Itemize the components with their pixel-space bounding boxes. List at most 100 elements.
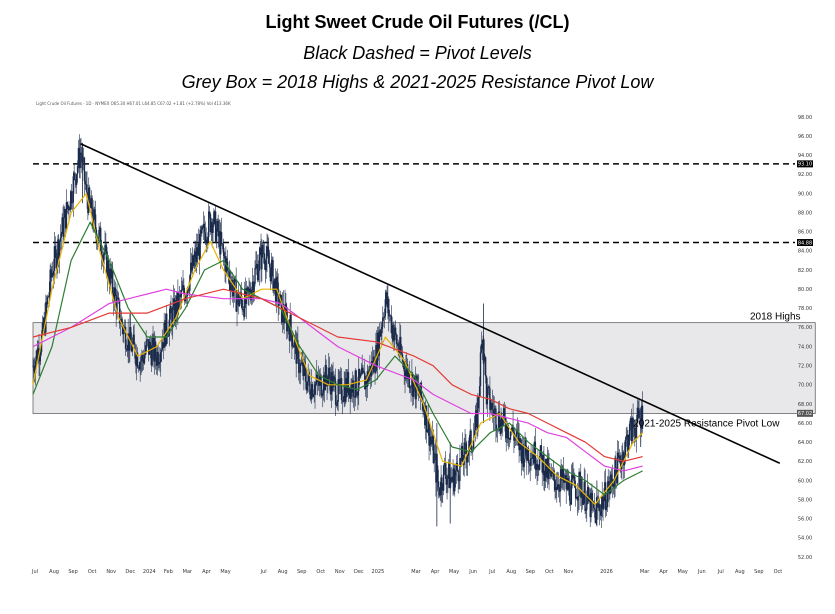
candle-body-584	[532, 454, 535, 464]
candle-body-459	[425, 405, 428, 433]
candle-body-675	[610, 474, 613, 480]
candle-body-50	[75, 180, 77, 185]
candle-body-490	[452, 468, 454, 482]
candle-body-30	[58, 239, 60, 259]
candle-body-605	[550, 471, 553, 477]
candle-body-600	[546, 457, 549, 478]
candle-body-446	[414, 376, 417, 400]
candle-body-644	[584, 481, 586, 511]
candle-body-667	[604, 482, 606, 499]
candle-body-269	[262, 253, 265, 255]
candle-body-136	[148, 341, 151, 355]
candle-body-663	[600, 504, 603, 516]
candle-body-319	[305, 381, 308, 391]
x-tick-24: Sep	[526, 569, 535, 575]
candle-body-181	[187, 288, 189, 291]
candle-body-215	[216, 220, 219, 229]
candle-body-701	[633, 427, 635, 429]
candle-body-38	[64, 209, 67, 229]
candle-body-134	[147, 339, 149, 341]
candle-body-185	[190, 262, 193, 271]
candle-body-4	[35, 350, 38, 361]
candle-body-155	[165, 313, 167, 347]
candle-body-610	[555, 487, 557, 491]
candle-body-31	[58, 241, 61, 259]
candle-body-305	[293, 339, 296, 348]
candle-body-274	[267, 246, 269, 253]
candle-body-620	[563, 478, 566, 483]
candle-body-472	[436, 465, 439, 482]
candle-body-633	[574, 487, 577, 499]
candle-body-368	[347, 372, 350, 396]
candle-body-680	[615, 457, 617, 471]
candle-body-422	[394, 327, 396, 336]
candle-body-158	[167, 335, 170, 337]
candle-body-552	[505, 431, 507, 439]
candle-body-488	[450, 477, 453, 480]
chart-title: Light Sweet Crude Oil Futures (/CL)	[265, 12, 570, 32]
candle-body-100	[118, 297, 120, 301]
candle-body-684	[618, 455, 621, 458]
candle-body-679	[614, 457, 616, 489]
candle-body-668	[604, 482, 607, 510]
candle-body-467	[432, 435, 435, 464]
candle-body-225	[225, 258, 227, 273]
candle-body-25	[53, 246, 56, 271]
candle-body-2	[34, 370, 36, 374]
candle-body-630	[572, 475, 574, 479]
candle-body-574	[524, 438, 526, 459]
candle-body-699	[631, 417, 633, 442]
candle-body-111	[127, 333, 129, 350]
y-tick-1: 96.00	[798, 134, 812, 140]
chart-subtitle-box: Grey Box = 2018 Highs & 2021-2025 Resist…	[181, 72, 654, 92]
candle-body-519	[477, 397, 479, 432]
x-tick-12: Aug	[278, 569, 288, 575]
candle-body-229	[228, 271, 231, 283]
candle-body-224	[224, 256, 226, 273]
candle-body-45	[70, 191, 73, 204]
y-tick-10: 78.00	[798, 306, 812, 312]
candle-body-357	[338, 379, 340, 386]
candle-body-132	[145, 340, 147, 352]
candle-body-22	[51, 272, 53, 278]
candle-body-318	[304, 367, 307, 382]
candle-body-439	[408, 370, 411, 389]
candle-body-362	[342, 400, 345, 402]
candle-body-28	[56, 258, 58, 269]
candle-body-112	[128, 333, 130, 351]
candle-body-194	[198, 243, 201, 260]
y-tick-7: 84.00	[798, 249, 812, 255]
x-tick-26: Nov	[564, 569, 574, 575]
candle-body-89	[108, 277, 110, 285]
candle-body-402	[376, 332, 379, 366]
chart-subtitle-pivot: Black Dashed = Pivot Levels	[303, 43, 532, 63]
candle-body-109	[125, 348, 128, 351]
candle-body-6	[37, 348, 39, 361]
candle-body-29	[57, 239, 59, 259]
candle-body-265	[259, 247, 261, 255]
candle-body-445	[413, 376, 416, 382]
candle-body-87	[106, 260, 109, 277]
candle-body-341	[324, 365, 327, 391]
candle-body-17	[46, 296, 49, 305]
candle-body-405	[379, 330, 381, 337]
candle-body-444	[412, 381, 415, 397]
candle-body-515	[473, 430, 476, 438]
candle-body-168	[176, 292, 178, 316]
pivot-label-0: 93.10	[798, 162, 812, 168]
candle-body-386	[363, 371, 365, 373]
candle-body-241	[238, 300, 241, 307]
candle-body-569	[520, 438, 522, 448]
candle-body-435	[405, 370, 407, 379]
candle-body-409	[382, 317, 385, 319]
candle-body-140	[152, 338, 154, 346]
candle-body-678	[613, 483, 615, 489]
candle-body-429	[400, 336, 402, 352]
y-tick-0: 98.00	[798, 115, 812, 121]
candle-body-289	[280, 294, 282, 296]
candle-body-499	[460, 458, 462, 462]
candle-body-316	[303, 361, 305, 376]
candle-body-468	[433, 453, 435, 464]
candle-body-656	[594, 509, 597, 524]
candle-body-174	[181, 289, 183, 291]
